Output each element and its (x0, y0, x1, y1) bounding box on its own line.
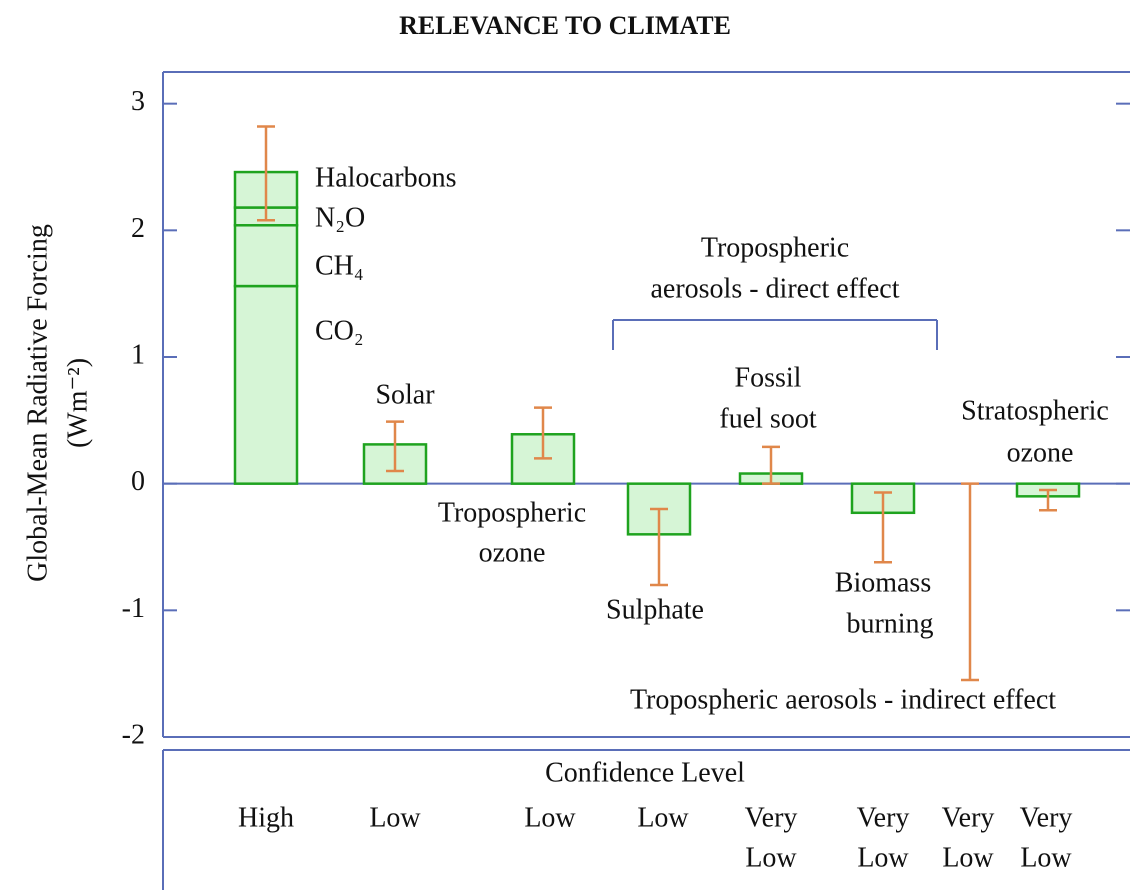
confidence-label: Low (857, 842, 909, 873)
error-bar (1039, 488, 1057, 512)
error-bar (961, 482, 979, 682)
segment-label: N₂O (315, 202, 365, 233)
group-label: aerosols - direct effect (650, 273, 899, 304)
error-bar (386, 420, 404, 473)
confidence-label: Low (745, 842, 797, 873)
y-tick-label: -2 (122, 719, 145, 750)
confidence-label: Very (857, 802, 910, 833)
bar-label: fuel soot (719, 403, 816, 434)
confidence-label: Very (942, 802, 995, 833)
confidence-label: Very (1020, 802, 1073, 833)
error-bar (874, 491, 892, 564)
confidence-title: Confidence Level (545, 757, 745, 788)
bar-label: Stratospheric (961, 395, 1109, 426)
bar-label: ozone (1007, 437, 1074, 468)
y-tick-label: 3 (131, 86, 145, 117)
segment-label: Halocarbons (315, 162, 457, 193)
confidence-label: Low (524, 802, 576, 833)
y-axis-label: (Wm⁻²) (62, 358, 93, 448)
bar-label: Solar (375, 379, 435, 410)
error-bar (650, 507, 668, 587)
confidence-label: High (238, 802, 294, 833)
confidence-label: Very (745, 802, 798, 833)
error-bar (534, 406, 552, 460)
chart-title: RELEVANCE TO CLIMATE (399, 11, 731, 40)
segment-label: CH₄ (315, 250, 364, 281)
error-bar (762, 445, 780, 485)
group-label: Tropospheric (701, 232, 849, 263)
y-tick-label: 2 (131, 213, 145, 244)
bar (233, 284, 299, 485)
y-tick-label: 0 (131, 466, 145, 497)
bar-label: Sulphate (606, 594, 704, 625)
confidence-label: Low (637, 802, 689, 833)
bar-label: Tropospheric aerosols - indirect effect (630, 684, 1056, 715)
bar-label: Tropospheric (438, 497, 586, 528)
bar-label: ozone (479, 537, 546, 568)
confidence-label: Low (369, 802, 421, 833)
bar-label: Fossil (735, 362, 802, 393)
y-axis-label: Global-Mean Radiative Forcing (22, 224, 53, 582)
bar (233, 224, 299, 288)
confidence-label: Low (1020, 842, 1072, 873)
y-tick-label: 1 (131, 339, 145, 370)
bar-label: burning (846, 608, 933, 639)
error-bar (257, 125, 275, 222)
y-tick-label: -1 (122, 593, 145, 624)
bar-label: Biomass (835, 567, 931, 598)
segment-label: CO₂ (315, 315, 364, 346)
confidence-label: Low (942, 842, 994, 873)
